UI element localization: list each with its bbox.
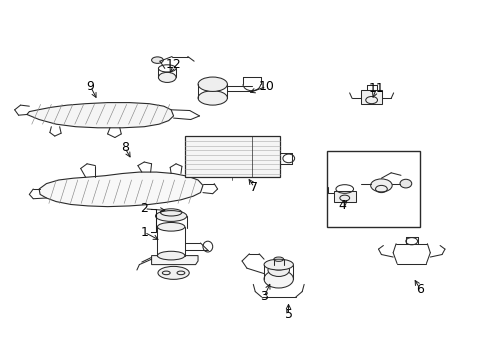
Text: 9: 9 bbox=[86, 80, 94, 93]
Text: 5: 5 bbox=[284, 309, 292, 321]
Ellipse shape bbox=[158, 266, 189, 279]
Text: 6: 6 bbox=[416, 283, 424, 296]
Ellipse shape bbox=[264, 270, 293, 288]
Ellipse shape bbox=[370, 179, 391, 192]
Ellipse shape bbox=[267, 264, 289, 276]
Text: 12: 12 bbox=[165, 58, 181, 71]
Text: 7: 7 bbox=[250, 181, 258, 194]
Bar bbox=[184, 136, 279, 177]
Text: 1: 1 bbox=[140, 226, 148, 239]
Bar bbox=[333, 191, 355, 202]
Polygon shape bbox=[39, 172, 203, 207]
Ellipse shape bbox=[155, 211, 186, 221]
Ellipse shape bbox=[399, 179, 411, 188]
Ellipse shape bbox=[198, 91, 227, 105]
Bar bbox=[326, 151, 419, 227]
Ellipse shape bbox=[157, 222, 184, 231]
Text: 4: 4 bbox=[338, 199, 346, 212]
Text: 10: 10 bbox=[258, 80, 274, 93]
Bar bbox=[360, 90, 382, 104]
Text: 2: 2 bbox=[140, 202, 148, 215]
Text: 3: 3 bbox=[260, 291, 267, 303]
Text: 8: 8 bbox=[121, 141, 128, 154]
Ellipse shape bbox=[264, 259, 293, 270]
Text: 11: 11 bbox=[368, 82, 384, 95]
Ellipse shape bbox=[198, 77, 227, 91]
Polygon shape bbox=[27, 103, 173, 128]
Polygon shape bbox=[151, 256, 198, 265]
Ellipse shape bbox=[151, 57, 163, 63]
Ellipse shape bbox=[157, 251, 184, 260]
Ellipse shape bbox=[158, 72, 176, 82]
